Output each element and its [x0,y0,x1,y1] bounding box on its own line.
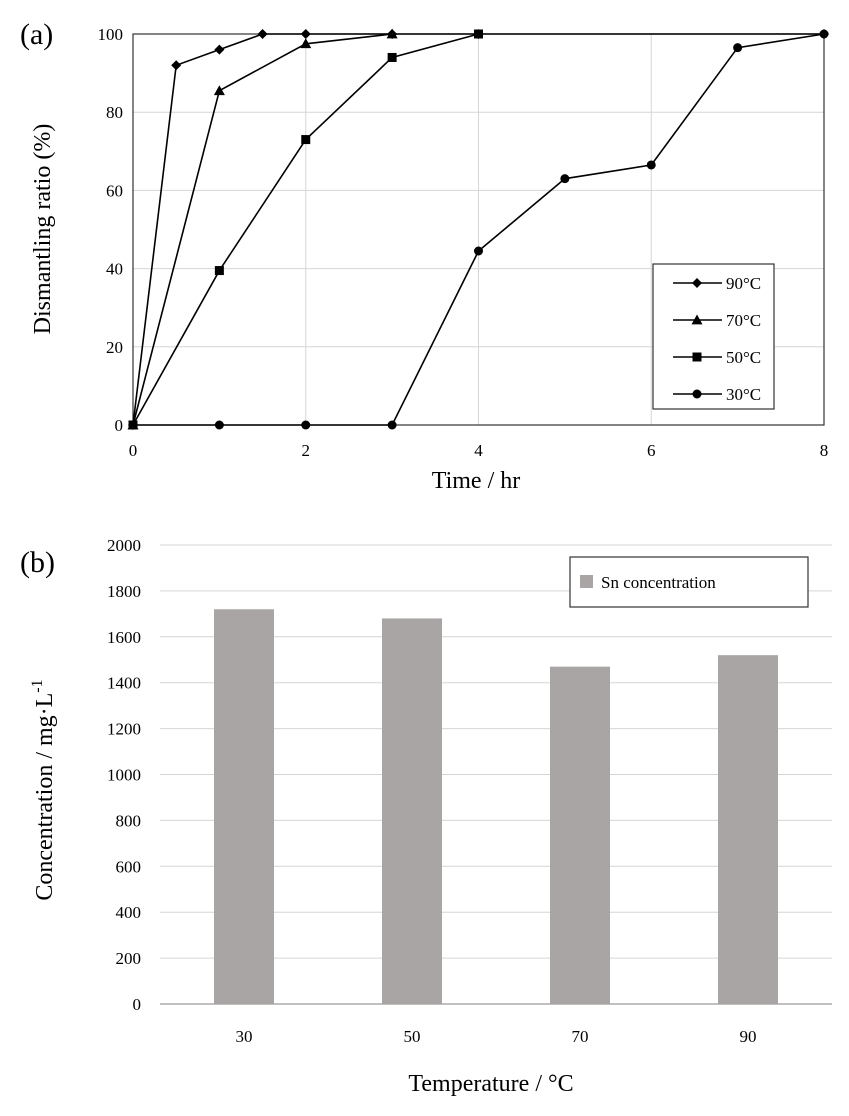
bar-chart-y-tick-label: 0 [133,995,142,1014]
series-50-c-point [214,266,224,276]
line-chart-y-tick-label: 20 [106,338,123,357]
series-30-c-point [128,420,138,430]
series-70-c-point [386,28,398,39]
series-30-c-point [819,29,829,39]
bar-chart-y-tick-label: 2000 [107,536,141,555]
series-70-c [127,28,398,430]
series-30-c [128,29,829,430]
series-30-c-point [474,246,483,256]
legend-item-30-c-label: 30°C [726,385,761,404]
series-70-c-point [213,85,225,96]
line-chart-x-axis-title: Time / hr [432,468,520,494]
legend-item-50-c-label: 50°C [726,348,761,367]
series-70-c-point [300,38,312,49]
series-30-c-point [301,420,311,430]
bar-chart-x-tick-label: 30 [236,1027,253,1046]
line-chart-y-tick-label: 100 [98,25,124,44]
bar-chart-y-axis-title: Concentration / mg·L-1 [29,679,58,900]
series-30-c-point [214,420,224,430]
bar-chart-y-tick-label: 1600 [107,628,141,647]
bar-chart-y-axis-title-superscript: -1 [29,679,46,692]
bar-30 [214,609,274,1004]
line-chart-x-tick-label: 0 [129,441,138,460]
line-chart-y-tick-label: 40 [106,260,123,279]
bar-chart-y-tick-label: 800 [116,811,142,830]
line-chart-y-tick-label: 80 [106,103,123,122]
bar-chart-x-tick-label: 90 [740,1027,757,1046]
series-50-c-point [301,135,311,145]
bar-chart-y-tick-label: 1800 [107,582,141,601]
legend-item-70-c-marker [691,314,703,325]
bar-chart-y-tick-label: 1000 [107,766,141,785]
line-chart-panel: (a) 0 20 40 60 80 100 0 2 4 6 8 Time / hr Dismant… [20,18,829,494]
line-chart-legend: 90°C 70°C 50°C 30°C [652,263,775,410]
legend-item-30-c-marker [692,389,702,399]
legend-item-90-c-marker [692,278,702,288]
line-chart-x-tick-label: 2 [302,441,311,460]
bar-chart-y-tick-label: 1200 [107,720,141,739]
series-90-c-line [132,33,824,426]
bar-chart-y-tick-label: 1400 [107,674,141,693]
bar-chart-bars [214,609,778,1004]
bar-chart-legend-box [569,556,809,608]
line-chart-series [127,28,829,430]
line-chart-x-tick-label: 8 [820,441,829,460]
series-90-c-point [171,60,182,71]
series-90-c-point [214,44,225,55]
legend-item-90-c-label: 90°C [726,274,761,293]
series-70-c-line [132,33,393,426]
panel-label-a: (a) [20,18,53,51]
line-chart-y-tick-label: 0 [115,416,124,435]
bar-chart-y-tick-label: 200 [116,949,142,968]
series-50-c-point [387,52,397,62]
bar-chart-x-tick-labels: 30 50 70 90 [236,1027,757,1046]
series-30-c-point [646,160,656,170]
bar-chart-panel: (b) 0 200 400 600 800 1000 1200 1400 1600 1800 200… [20,536,832,1097]
bar-chart-legend: Sn concentration [569,556,809,608]
bar-chart-y-tick-label: 600 [116,857,142,876]
bar-70 [550,666,610,1004]
bar-chart-y-axis-title-main: Concentration / mg·L [32,693,58,901]
line-chart-y-axis-title: Dismantling ratio (%) [30,124,56,335]
panel-label-b: (b) [20,546,55,579]
line-chart-x-tick-labels: 0 2 4 6 8 [129,441,829,460]
line-chart-x-tick-label: 4 [474,441,483,460]
legend-swatch-sn-concentration [580,575,593,588]
series-30-c-point [387,420,397,430]
line-chart-legend-box [652,263,775,410]
legend-label-sn-concentration: Sn concentration [601,573,716,592]
series-90-c-point [257,29,268,39]
bar-chart-x-tick-label: 50 [404,1027,421,1046]
series-50-c-point [474,29,483,39]
line-chart-x-tick-label: 6 [647,441,656,460]
series-90-c-point [300,29,311,39]
bar-50 [382,618,442,1004]
line-chart-y-tick-label: 60 [106,181,123,200]
series-30-c-point [733,43,743,53]
bar-chart-x-axis-title: Temperature / °C [408,1071,573,1097]
legend-item-70-c-label: 70°C [726,311,761,330]
line-chart-y-tick-labels: 0 20 40 60 80 100 [98,25,124,435]
bar-chart-y-tick-labels: 0 200 400 600 800 1000 1200 1400 1600 1800 2000 [107,536,141,1014]
legend-item-50-c-marker [692,352,702,362]
series-30-c-point [560,174,570,184]
bar-chart-x-tick-label: 70 [572,1027,589,1046]
bar-chart-y-tick-label: 400 [116,903,142,922]
bar-90 [718,655,778,1004]
